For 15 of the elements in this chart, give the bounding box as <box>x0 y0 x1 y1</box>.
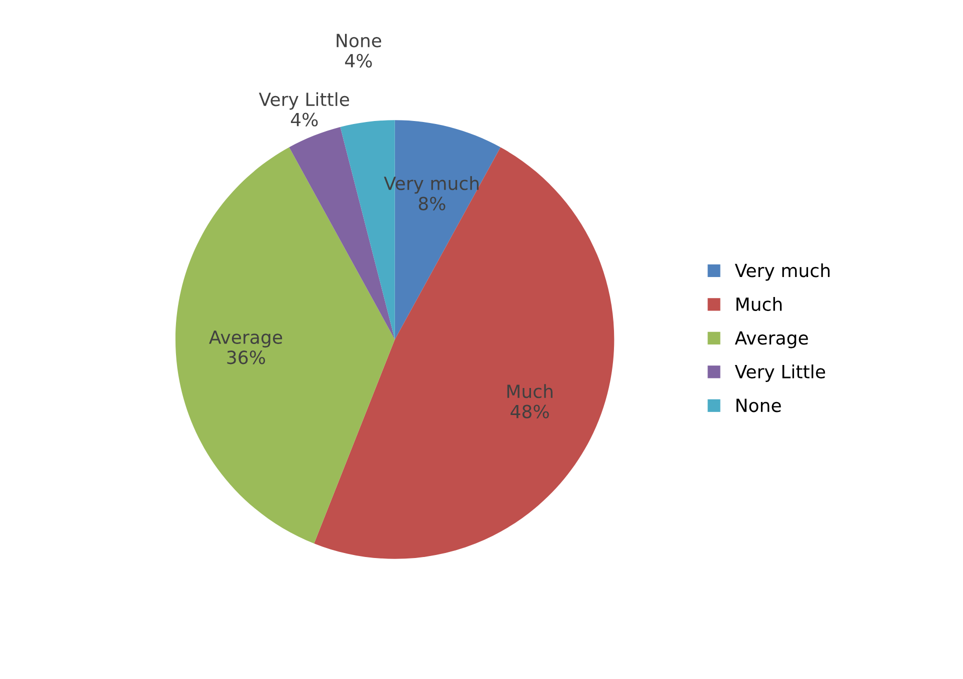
legend-label: Average <box>734 331 808 348</box>
slice-label: Average <box>209 330 282 348</box>
slice-label: Very Little <box>258 92 350 110</box>
slice-label: None <box>336 34 382 48</box>
slice-label: Very much <box>384 176 479 194</box>
legend-label: Much <box>736 297 782 312</box>
data-label: 4% <box>290 112 318 126</box>
data-label: 36% <box>227 350 266 364</box>
legend-label: Very Little <box>734 364 826 382</box>
slice-label: Much <box>507 384 552 398</box>
data-label: 8% <box>418 196 446 210</box>
legend-label: Very much <box>734 263 830 281</box>
data-label: 4% <box>345 54 372 68</box>
data-label: 48% <box>510 404 549 418</box>
legend-label: None <box>736 398 781 412</box>
